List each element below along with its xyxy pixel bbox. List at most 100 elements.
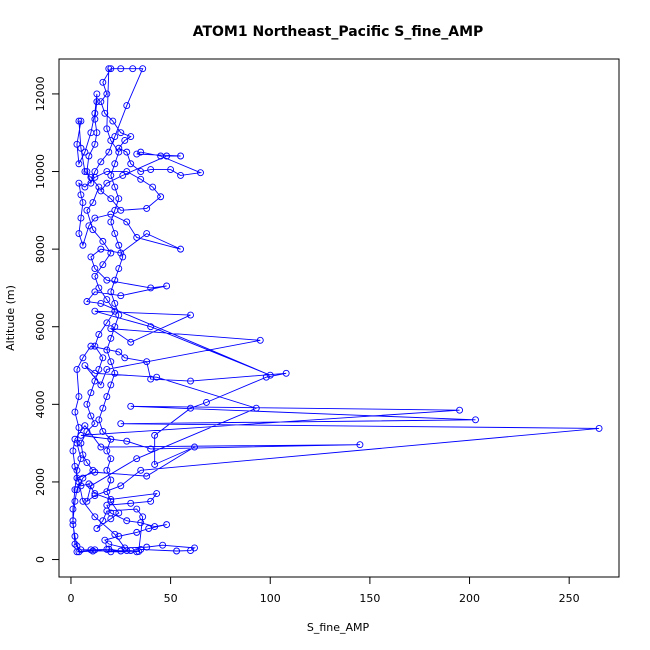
data-point (107, 455, 115, 463)
data-point (111, 369, 119, 377)
data-point (91, 369, 99, 377)
data-point (91, 288, 99, 296)
data-point (143, 204, 151, 212)
data-point (121, 137, 129, 144)
data-point (111, 323, 119, 331)
data-point (107, 381, 115, 389)
data-point (137, 148, 145, 156)
data-point (103, 466, 111, 474)
data-point (99, 517, 107, 525)
data-point (77, 214, 85, 222)
data-point (103, 507, 111, 515)
data-point (197, 169, 204, 177)
data-point (177, 152, 185, 160)
x-axis-label: S_fine_AMP (307, 621, 370, 634)
data-point (143, 358, 151, 366)
data-point (83, 459, 91, 466)
data-point (111, 160, 119, 168)
data-point (87, 412, 95, 420)
data-point (187, 311, 194, 319)
data-point (143, 472, 151, 480)
data-point (115, 311, 123, 319)
data-point (99, 78, 107, 86)
data-point (77, 191, 85, 199)
data-point (69, 517, 77, 525)
data-point (147, 497, 155, 505)
data-point (163, 282, 171, 290)
data-point (91, 490, 99, 498)
data-point (107, 334, 115, 342)
data-point (103, 393, 111, 401)
data-point (133, 234, 141, 241)
data-point (115, 509, 123, 517)
data-point (262, 373, 270, 381)
data-point (89, 466, 97, 474)
data-point (75, 478, 83, 486)
data-point (127, 402, 135, 410)
data-point (97, 187, 105, 195)
y-tick-label: 2000 (34, 468, 47, 496)
data-point (356, 441, 364, 449)
data-point (81, 183, 89, 191)
data-point (77, 482, 85, 490)
data-point (71, 532, 79, 540)
data-point (103, 319, 111, 327)
data-point (101, 536, 109, 544)
data-point (147, 445, 155, 453)
data-point (75, 230, 83, 238)
data-point (103, 179, 111, 187)
x-tick-label: 0 (67, 592, 74, 605)
data-point (95, 284, 103, 292)
data-point (91, 492, 99, 499)
data-point (99, 428, 107, 435)
data-point (75, 424, 83, 432)
data-point (133, 150, 141, 158)
data-point (115, 532, 123, 540)
data-point (97, 381, 105, 389)
data-point (73, 486, 81, 494)
data-point (83, 298, 91, 305)
data-point (75, 548, 83, 556)
data-point (95, 365, 103, 373)
data-point (107, 210, 115, 218)
data-point (77, 439, 85, 447)
data-point (111, 300, 119, 307)
data-point (89, 199, 97, 207)
data-point (91, 307, 99, 315)
data-point (71, 408, 79, 416)
data-point (81, 148, 89, 156)
data-point (73, 140, 81, 148)
data-point (163, 521, 171, 529)
data-point (79, 241, 87, 249)
data-point (91, 513, 99, 521)
data-point (139, 65, 147, 73)
data-point (71, 462, 79, 470)
data-point (107, 249, 115, 257)
data-point (103, 447, 111, 455)
data-point (149, 183, 157, 191)
data-point (123, 102, 131, 110)
data-point (173, 547, 181, 555)
data-point (87, 173, 95, 181)
data-point (256, 336, 264, 344)
data-point (107, 65, 115, 73)
data-point (123, 168, 131, 175)
data-point (79, 199, 87, 207)
data-point (91, 342, 99, 350)
data-point (87, 482, 95, 490)
data-point (91, 140, 99, 148)
data-point (167, 166, 175, 174)
data-point (145, 525, 153, 532)
data-point (595, 424, 603, 432)
data-point (117, 129, 125, 137)
data-point (89, 226, 97, 234)
data-point (97, 245, 105, 253)
data-point (115, 241, 123, 249)
data-point (117, 65, 125, 73)
data-point (91, 468, 99, 476)
data-point (69, 447, 77, 455)
data-point (111, 276, 119, 284)
data-point (87, 129, 95, 137)
data-point (151, 431, 159, 439)
data-point (95, 331, 103, 338)
